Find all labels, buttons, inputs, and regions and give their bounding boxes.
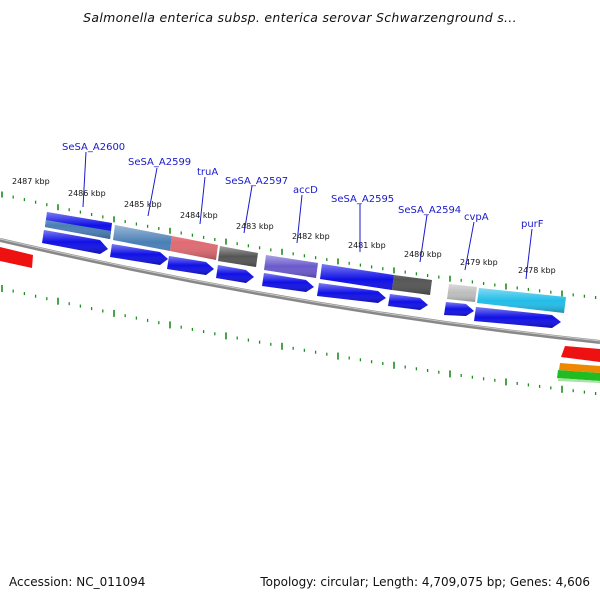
kbp-label: 2484 kbp	[180, 211, 218, 220]
kbp-label: 2480 kbp	[404, 250, 442, 259]
kbp-label: 2483 kbp	[236, 222, 274, 231]
kbp-label: 2481 kbp	[348, 241, 386, 250]
leader-line	[199, 176, 206, 225]
accession-text: Accession: NC_011094	[9, 575, 146, 589]
tick-row-inner	[1, 285, 597, 395]
leader-line	[464, 221, 475, 271]
kbp-label: 2479 kbp	[460, 258, 498, 267]
kbp-label: 2482 kbp	[292, 232, 330, 241]
gene-label: SeSA_A2597	[225, 176, 288, 187]
map-title: Salmonella enterica subsp. enterica sero…	[83, 10, 517, 25]
edge-feature-left[interactable]	[0, 247, 33, 268]
edge-feature-right[interactable]	[561, 346, 600, 362]
feature-track	[45, 212, 566, 313]
leader-line	[243, 185, 253, 234]
leader-line	[419, 214, 428, 263]
leader-line	[82, 151, 87, 208]
genome-backbone	[0, 238, 600, 344]
edge-feature-right[interactable]	[559, 363, 600, 373]
gene-label: cvpA	[464, 212, 489, 223]
kbp-label: 2487 kbp	[12, 177, 50, 186]
gene-label: SeSA_A2599	[128, 157, 191, 168]
leader-line	[296, 194, 303, 244]
kbp-label-group: 2487 kbp 2486 kbp 2485 kbp 2484 kbp 2483…	[12, 177, 556, 275]
genome-summary-text: Topology: circular; Length: 4,709,075 bp…	[260, 575, 590, 589]
gene-label: truA	[197, 167, 218, 178]
gene-label: purF	[521, 219, 544, 230]
kbp-label: 2486 kbp	[68, 189, 106, 198]
tick-row-outer	[1, 191, 597, 299]
edge-feature-right[interactable]	[558, 378, 600, 383]
edge-feature-right[interactable]	[557, 370, 600, 381]
gene-label: accD	[293, 185, 318, 196]
gene-label: SeSA_A2600	[62, 142, 125, 153]
kbp-label: 2485 kbp	[124, 200, 162, 209]
gene-leader-lines	[82, 151, 533, 280]
cds-track	[42, 230, 561, 328]
kbp-label: 2478 kbp	[518, 266, 556, 275]
gene-label: SeSA_A2594	[398, 205, 461, 216]
leader-line	[147, 167, 158, 217]
leader-line	[525, 228, 533, 280]
gene-label-group: SeSA_A2600 SeSA_A2599 truA SeSA_A2597 ac…	[62, 142, 544, 230]
gene-label: SeSA_A2595	[331, 194, 394, 205]
